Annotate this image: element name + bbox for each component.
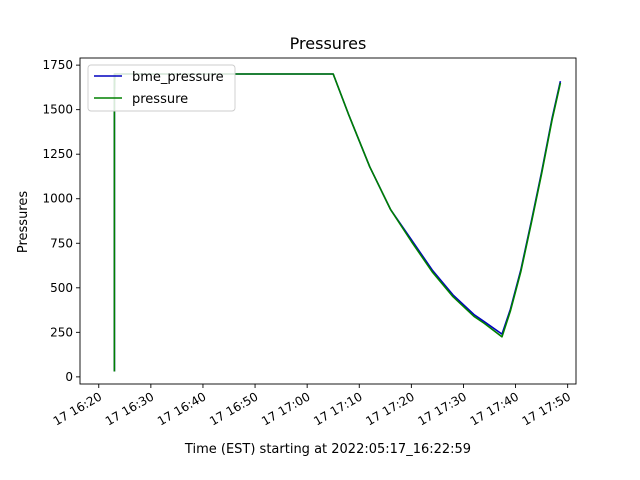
x-tick-label: 17 17:30 [415,389,468,428]
y-tick-label: 1750 [42,58,73,72]
y-tick-label: 1500 [42,103,73,117]
axes-frame [79,57,577,385]
series-line-bme_pressure [113,73,562,372]
y-tick-label: 0 [65,370,73,384]
chart-title: Pressures [290,34,367,53]
series-line-pressure [113,73,562,372]
x-tick-label: 17 17:00 [259,389,312,428]
y-tick-label: 500 [50,281,73,295]
x-tick-label: 17 17:50 [520,389,573,428]
y-tick-label: 1250 [42,147,73,161]
x-tick-label: 17 16:40 [155,389,208,428]
x-tick-label: 17 17:20 [363,389,416,428]
x-tick-label: 17 17:40 [468,389,521,428]
legend-label-pressure: pressure [132,92,188,107]
y-tick-label: 250 [50,325,73,339]
x-tick-label: 17 16:30 [103,389,156,428]
legend-label-bme_pressure: bme_pressure [132,70,224,85]
y-tick-label: 1000 [42,192,73,206]
legend: bme_pressure pressure [87,64,236,112]
y-tick-label: 750 [50,236,73,250]
x-tick-label: 17 16:20 [51,389,104,428]
y-axis-label: Pressures [16,191,31,254]
x-axis-label: Time (EST) starting at 2022:05:17_16:22:… [184,442,471,457]
x-tick-label: 17 16:50 [207,389,260,428]
x-tick-label: 17 17:10 [311,389,364,428]
legend-box [87,64,236,112]
